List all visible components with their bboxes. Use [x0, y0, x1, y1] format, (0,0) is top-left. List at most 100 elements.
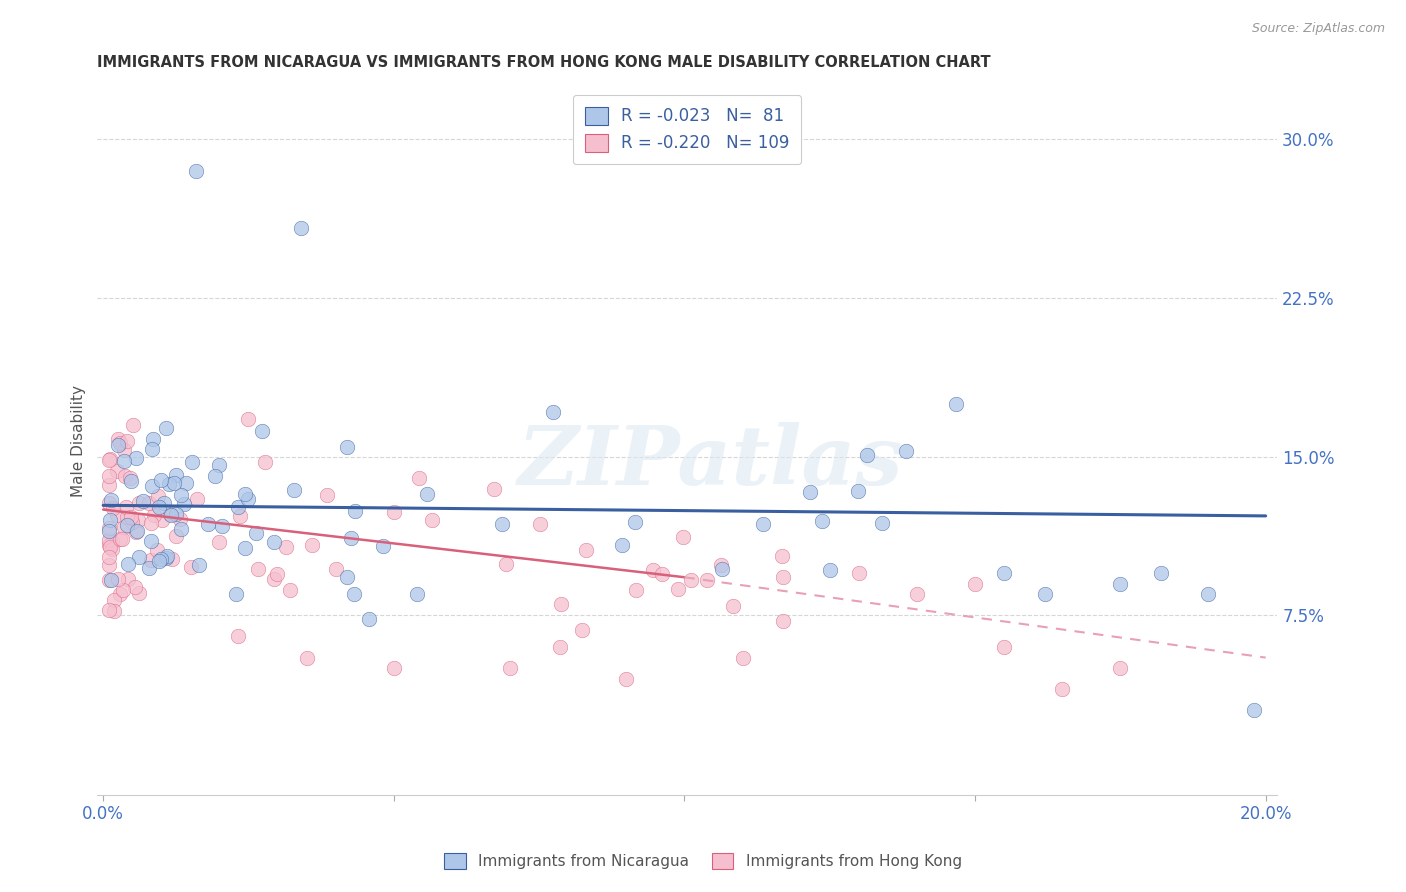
Point — [103, 592, 125, 607]
Point — [325, 562, 347, 576]
Point — [336, 570, 359, 584]
Point — [641, 563, 664, 577]
Point — [1109, 576, 1132, 591]
Point — [98, 451, 121, 466]
Legend: Immigrants from Nicaragua, Immigrants from Hong Kong: Immigrants from Nicaragua, Immigrants fr… — [439, 847, 967, 875]
Point — [870, 516, 893, 530]
Point — [499, 661, 522, 675]
Point — [155, 421, 177, 435]
Point — [752, 517, 775, 532]
Point — [896, 443, 918, 458]
Point — [131, 494, 153, 508]
Point — [238, 491, 260, 506]
Point — [233, 541, 256, 556]
Point — [1033, 587, 1056, 601]
Point — [112, 583, 135, 598]
Point — [963, 576, 986, 591]
Point — [226, 500, 249, 514]
Point — [125, 450, 148, 465]
Point — [169, 522, 191, 536]
Text: ZIPatlas: ZIPatlas — [519, 422, 904, 502]
Point — [108, 533, 131, 547]
Point — [107, 572, 129, 586]
Point — [107, 508, 129, 522]
Point — [278, 583, 301, 598]
Point — [170, 487, 193, 501]
Point — [98, 477, 121, 491]
Point — [169, 512, 191, 526]
Point — [127, 514, 149, 528]
Point — [165, 507, 187, 521]
Point — [357, 612, 380, 626]
Point — [295, 650, 318, 665]
Point — [155, 551, 177, 566]
Point — [114, 468, 136, 483]
Point — [121, 515, 143, 529]
Point — [651, 566, 673, 581]
Point — [266, 566, 288, 581]
Point — [382, 661, 405, 675]
Point — [993, 640, 1015, 654]
Point — [1150, 566, 1173, 580]
Point — [710, 558, 733, 573]
Point — [335, 440, 357, 454]
Point — [181, 455, 204, 469]
Point — [173, 497, 195, 511]
Point — [541, 405, 564, 419]
Point — [98, 469, 121, 483]
Point — [141, 442, 163, 456]
Point — [208, 458, 231, 473]
Point — [681, 574, 703, 588]
Point — [818, 564, 841, 578]
Point — [245, 525, 267, 540]
Point — [373, 539, 395, 553]
Point — [188, 558, 211, 573]
Point — [165, 468, 187, 483]
Point — [108, 587, 131, 601]
Point — [610, 539, 633, 553]
Point — [112, 443, 135, 458]
Point — [100, 493, 122, 508]
Point — [111, 533, 134, 547]
Point — [770, 549, 793, 563]
Point — [340, 531, 363, 545]
Point — [1243, 703, 1265, 717]
Point — [149, 473, 172, 487]
Point — [301, 538, 323, 552]
Point — [150, 513, 173, 527]
Point — [1197, 587, 1219, 601]
Point — [276, 540, 298, 554]
Point — [721, 599, 744, 613]
Point — [156, 549, 179, 564]
Point — [263, 534, 285, 549]
Point — [575, 543, 598, 558]
Point — [799, 485, 821, 500]
Point — [343, 504, 366, 518]
Point — [482, 482, 505, 496]
Point — [405, 587, 427, 601]
Point — [103, 500, 125, 515]
Point — [1050, 682, 1073, 697]
Point — [772, 615, 794, 629]
Point — [143, 508, 166, 522]
Point — [145, 542, 167, 557]
Point — [246, 562, 269, 576]
Point — [105, 464, 128, 478]
Point — [696, 574, 718, 588]
Point — [124, 580, 146, 594]
Point — [120, 471, 142, 485]
Point — [856, 448, 879, 462]
Point — [495, 557, 517, 571]
Point — [160, 508, 183, 522]
Point — [98, 549, 121, 564]
Point — [672, 529, 695, 543]
Point — [98, 558, 121, 572]
Point — [98, 603, 121, 617]
Point — [142, 432, 165, 446]
Point — [197, 517, 219, 532]
Point — [225, 587, 247, 601]
Point — [122, 417, 145, 432]
Point — [623, 515, 645, 529]
Point — [945, 397, 967, 411]
Point — [128, 586, 150, 600]
